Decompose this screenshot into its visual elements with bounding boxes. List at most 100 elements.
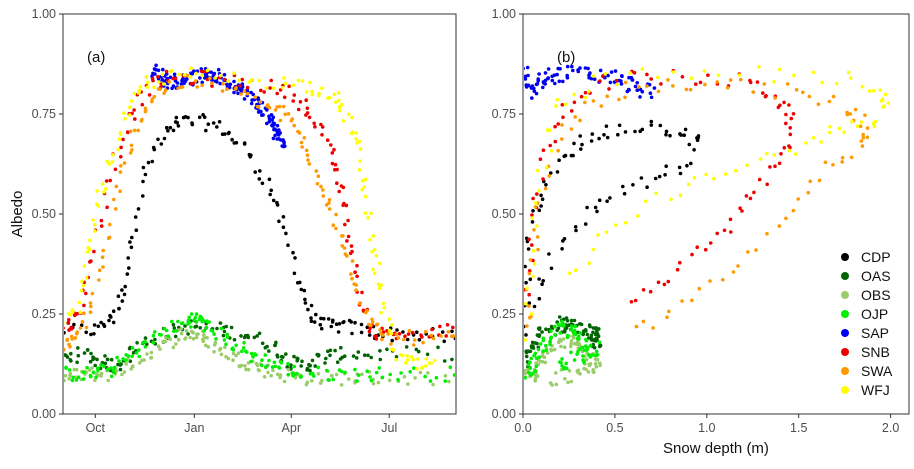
- point-ojp: [260, 358, 264, 363]
- point-oas: [173, 334, 178, 339]
- point-sap: [550, 78, 555, 83]
- point-ojp: [355, 379, 359, 383]
- point-swa: [667, 309, 671, 314]
- point-wfj: [194, 71, 198, 76]
- point-oas: [564, 316, 569, 320]
- point-swa: [180, 85, 185, 89]
- point-snb: [89, 259, 93, 263]
- point-snb: [59, 324, 63, 328]
- point-swa: [334, 212, 338, 217]
- point-sap: [586, 66, 590, 71]
- point-snb: [403, 334, 407, 339]
- point-cdp: [302, 288, 307, 293]
- point-obs: [576, 370, 580, 375]
- point-oas: [378, 357, 383, 362]
- point-wfj: [160, 72, 165, 77]
- point-snb: [761, 91, 765, 95]
- point-oas: [591, 330, 595, 335]
- point-sap: [526, 73, 530, 78]
- point-cdp: [602, 133, 606, 137]
- point-cdp: [303, 297, 307, 302]
- point-cdp: [143, 172, 148, 177]
- point-cdp: [401, 330, 405, 334]
- point-sap: [272, 121, 277, 126]
- point-snb: [633, 298, 638, 303]
- point-wfj: [85, 250, 90, 254]
- point-ojp: [273, 364, 278, 369]
- point-snb: [629, 300, 634, 304]
- point-obs: [387, 378, 392, 383]
- point-cdp: [260, 181, 265, 186]
- point-obs: [138, 361, 142, 365]
- point-oas: [310, 358, 315, 363]
- point-swa: [560, 137, 564, 141]
- point-swa: [74, 331, 79, 336]
- point-ojp: [249, 359, 253, 364]
- point-swa: [853, 107, 858, 112]
- point-sap: [608, 80, 613, 85]
- point-wfj: [357, 168, 362, 172]
- point-snb: [312, 121, 317, 126]
- point-obs: [257, 368, 262, 373]
- point-cdp: [271, 198, 276, 203]
- point-snb: [541, 177, 545, 181]
- point-sap: [190, 71, 195, 76]
- point-ojp: [368, 375, 372, 379]
- point-obs: [593, 361, 598, 366]
- point-sap: [227, 85, 232, 90]
- point-oas: [153, 337, 157, 342]
- point-cdp: [578, 134, 582, 138]
- point-sap: [617, 78, 621, 83]
- point-swa: [354, 288, 358, 293]
- point-oas: [224, 324, 228, 329]
- point-ojp: [564, 366, 569, 371]
- point-obs: [236, 351, 241, 355]
- point-ojp: [331, 377, 336, 382]
- point-swa: [666, 78, 670, 82]
- point-wfj: [692, 175, 697, 180]
- point-swa: [253, 95, 258, 99]
- point-snb: [444, 334, 449, 338]
- point-obs: [533, 376, 538, 381]
- point-wfj: [828, 124, 832, 129]
- point-ojp: [533, 369, 538, 373]
- point-wfj: [737, 73, 742, 77]
- point-oas: [265, 344, 269, 349]
- point-obs: [64, 374, 68, 378]
- point-wfj: [116, 147, 120, 152]
- point-obs: [95, 371, 99, 376]
- point-oas: [118, 367, 123, 372]
- point-swa: [560, 123, 564, 127]
- point-ojp: [452, 373, 455, 377]
- point-wfj: [110, 160, 115, 164]
- point-cdp: [318, 323, 323, 327]
- point-oas: [354, 356, 359, 360]
- point-cdp: [640, 127, 645, 132]
- point-cdp: [664, 129, 669, 134]
- point-snb: [538, 157, 543, 161]
- point-wfj: [232, 71, 236, 75]
- point-cdp: [405, 337, 410, 342]
- point-snb: [632, 71, 637, 75]
- point-cdp: [176, 124, 181, 128]
- point-obs: [316, 372, 321, 376]
- point-wfj: [82, 264, 87, 268]
- point-obs: [246, 367, 251, 372]
- point-swa: [107, 222, 112, 227]
- point-ojp: [193, 315, 198, 320]
- point-sap: [649, 95, 654, 100]
- point-sap: [537, 72, 541, 76]
- point-ojp: [234, 343, 238, 348]
- point-cdp: [524, 280, 528, 285]
- point-swa: [78, 326, 83, 330]
- point-wfj: [188, 75, 193, 79]
- point-swa: [242, 89, 247, 93]
- point-swa: [536, 247, 540, 252]
- y-tick-label-a: 0.25: [32, 307, 56, 321]
- point-wfj: [355, 141, 359, 145]
- point-oas: [579, 322, 584, 327]
- point-obs: [184, 329, 189, 333]
- point-cdp: [560, 247, 564, 251]
- point-snb: [305, 106, 310, 110]
- point-cdp: [616, 132, 620, 137]
